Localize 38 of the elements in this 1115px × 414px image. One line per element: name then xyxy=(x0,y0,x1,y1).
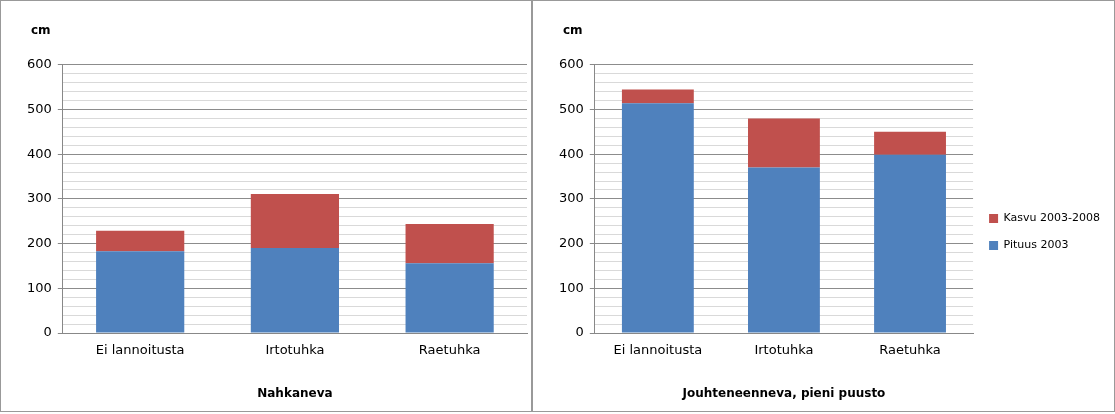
x-tick-label: Raetuhka xyxy=(879,342,941,358)
bar xyxy=(96,251,185,333)
y-tick-label: 0 xyxy=(43,324,52,340)
y-tick-label: 300 xyxy=(558,190,584,206)
y-tick-label: 400 xyxy=(26,145,52,161)
y-tick-label: 600 xyxy=(558,56,584,72)
x-axis-title: Nahkaneva xyxy=(257,385,333,400)
y-tick-label: 400 xyxy=(558,145,584,161)
y-tick-label: 100 xyxy=(558,279,584,295)
bar xyxy=(621,89,694,104)
x-tick-label: Irtotuhka xyxy=(754,342,814,358)
x-axis-title: Jouhteneenneva, pieni puusto xyxy=(681,385,886,400)
y-tick-label: 200 xyxy=(26,234,52,250)
bar xyxy=(405,263,494,333)
y-tick-label: 200 xyxy=(558,234,584,250)
y-tick-label: 300 xyxy=(26,190,52,206)
legend-label: Pituus 2003 xyxy=(1003,238,1069,252)
bar xyxy=(405,223,494,264)
x-tick-label: Ei lannoitusta xyxy=(613,342,703,358)
x-tick-label: Irtotuhka xyxy=(265,342,325,358)
bar xyxy=(748,118,820,168)
bar xyxy=(250,248,339,333)
y-axis-title: cm xyxy=(31,23,51,37)
x-tick-label: Raetuhka xyxy=(418,342,481,358)
bar xyxy=(96,230,185,252)
legend-label: Kasvu 2003-2008 xyxy=(1003,211,1101,225)
bar xyxy=(748,167,820,333)
y-axis-title: cm xyxy=(563,23,583,37)
y-tick-label: 500 xyxy=(558,100,584,116)
y-tick-label: 0 xyxy=(575,324,584,340)
bar xyxy=(874,131,946,155)
y-tick-label: 100 xyxy=(26,279,52,295)
x-tick-label: Ei lannoitusta xyxy=(95,342,185,358)
bar xyxy=(621,103,694,333)
y-tick-label: 600 xyxy=(26,56,52,72)
bar xyxy=(874,154,946,333)
bar xyxy=(250,193,339,249)
y-tick-label: 500 xyxy=(26,100,52,116)
